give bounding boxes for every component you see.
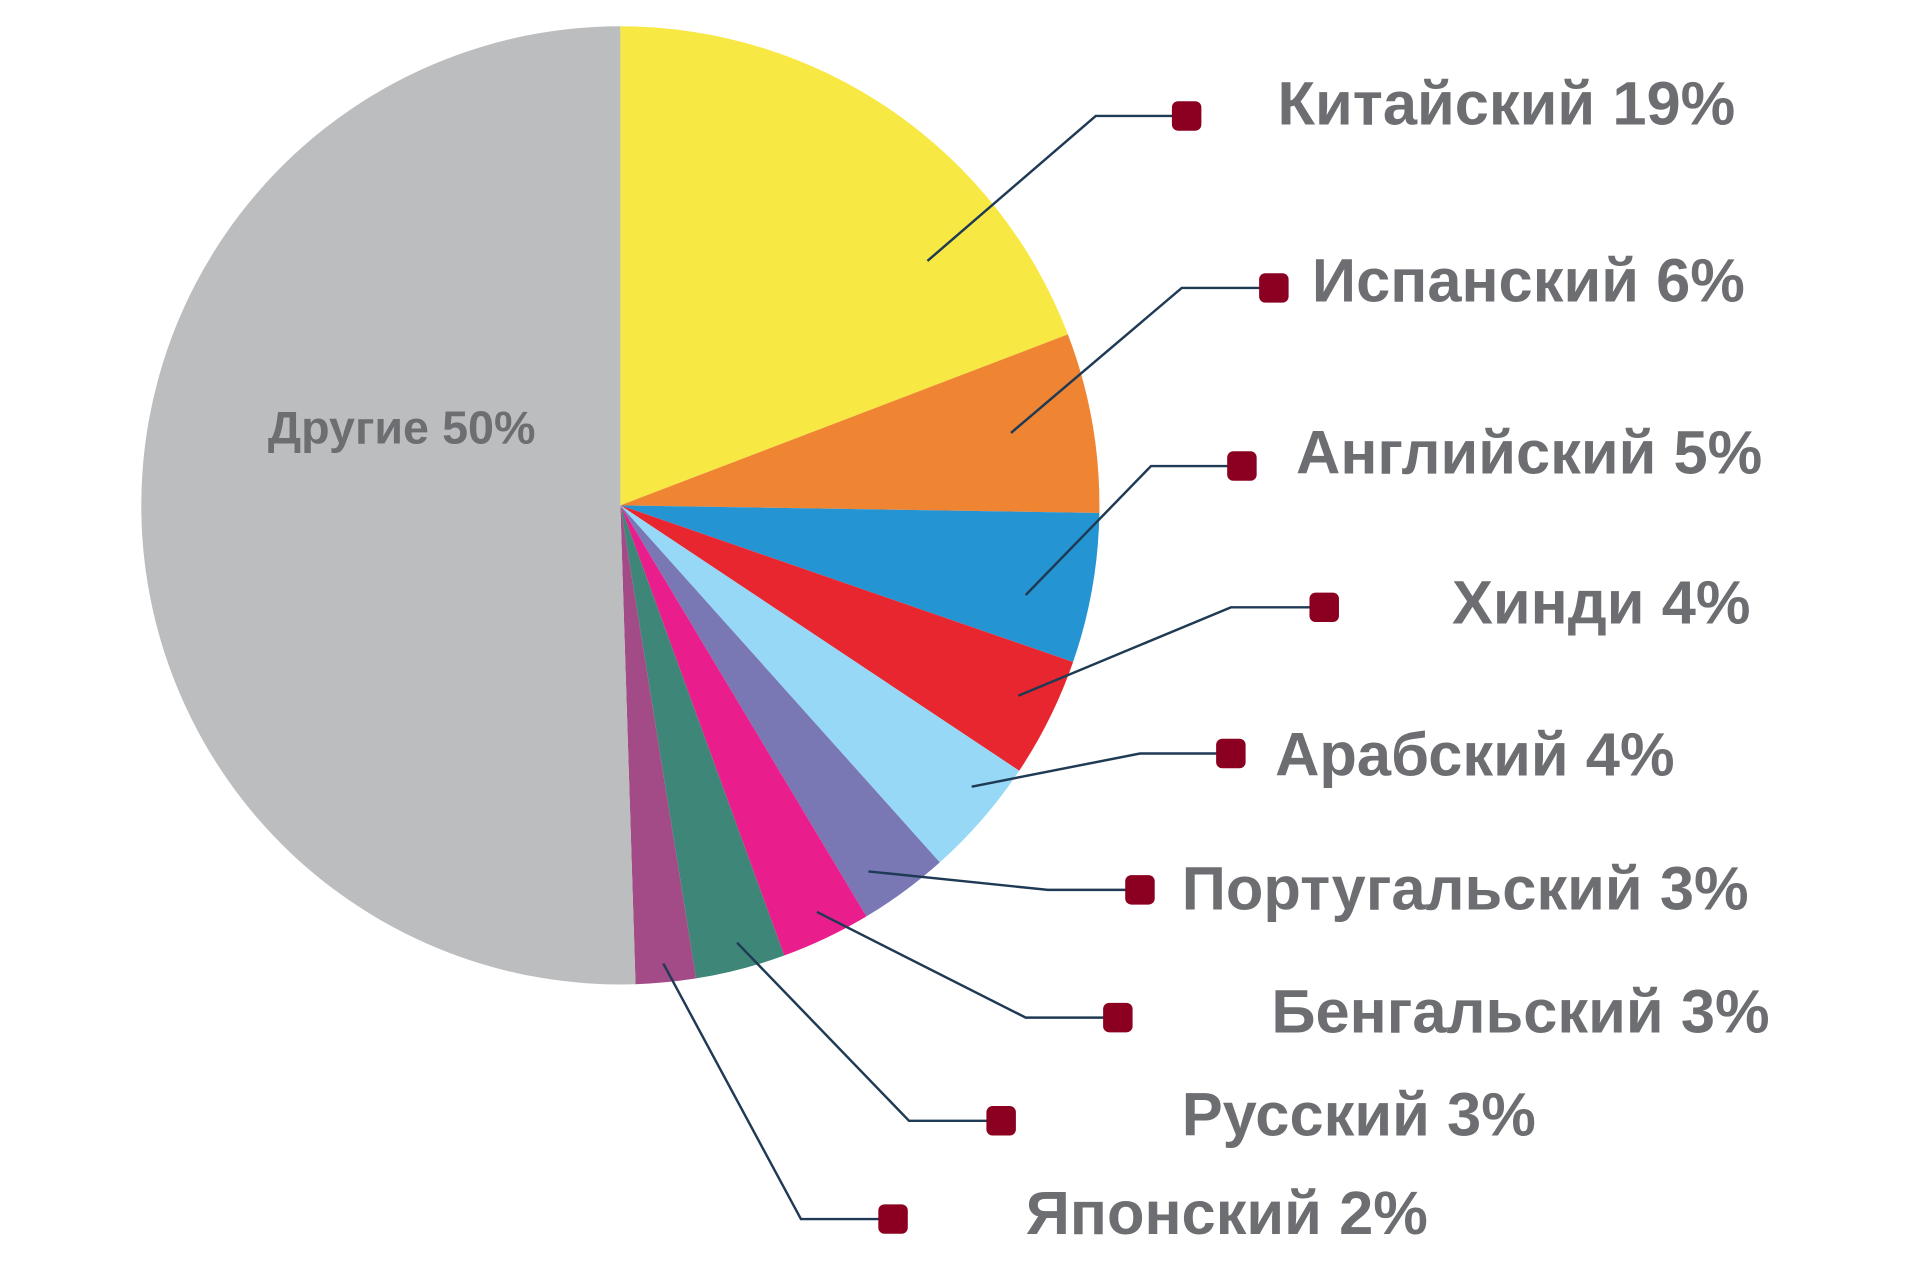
label-marker bbox=[1125, 875, 1155, 905]
pie-slice bbox=[620, 26, 1068, 506]
slice-label: Бенгальский 3% bbox=[1271, 978, 1769, 1047]
slice-label: Другие 50% bbox=[268, 402, 536, 454]
slice-label: Хинди 4% bbox=[1452, 569, 1750, 638]
value-label: 6% bbox=[1656, 247, 1745, 316]
value-label: 3% bbox=[1681, 978, 1770, 1047]
value-label: 50% bbox=[442, 402, 535, 454]
value-label: 4% bbox=[1586, 721, 1675, 790]
slice-label: Португальский 3% bbox=[1182, 855, 1749, 924]
slice-label: Японский 2% bbox=[1026, 1179, 1428, 1248]
value-label: 3% bbox=[1660, 855, 1749, 924]
leader-line bbox=[816, 910, 1118, 1019]
leader-line bbox=[1017, 606, 1325, 697]
category-name: Португальский bbox=[1182, 855, 1643, 924]
leader-line bbox=[736, 941, 1002, 1123]
category-name: Испанский bbox=[1312, 247, 1639, 316]
value-label: 4% bbox=[1662, 569, 1751, 638]
pie-slice bbox=[620, 505, 697, 985]
category-name: Хинди bbox=[1452, 569, 1645, 638]
slice-label: Английский 5% bbox=[1296, 419, 1762, 488]
label-marker bbox=[1259, 273, 1289, 303]
pie-slice bbox=[620, 505, 785, 979]
value-label: 3% bbox=[1447, 1081, 1536, 1150]
leader-line bbox=[926, 114, 1187, 262]
slice-label: Русский 3% bbox=[1182, 1081, 1536, 1150]
leader-line bbox=[1010, 286, 1274, 434]
label-marker bbox=[878, 1204, 908, 1234]
slice-label: Испанский 6% bbox=[1312, 247, 1745, 316]
category-name: Другие bbox=[268, 402, 429, 454]
leader-line bbox=[662, 962, 894, 1221]
category-name: Русский bbox=[1182, 1081, 1430, 1150]
pie-slice bbox=[620, 334, 1100, 513]
value-label: 5% bbox=[1674, 419, 1763, 488]
label-marker bbox=[1103, 1002, 1133, 1033]
label-marker bbox=[1309, 592, 1339, 623]
category-name: Бенгальский bbox=[1271, 978, 1663, 1047]
pie-slice bbox=[620, 505, 1100, 663]
value-label: 2% bbox=[1339, 1179, 1428, 1248]
category-name: Японский bbox=[1026, 1179, 1322, 1248]
slice-label: Арабский 4% bbox=[1275, 721, 1674, 790]
value-label: 19% bbox=[1612, 70, 1735, 139]
label-marker bbox=[986, 1106, 1016, 1136]
pie-slice bbox=[620, 505, 940, 917]
label-marker bbox=[1227, 451, 1257, 481]
leader-line bbox=[971, 752, 1231, 788]
pie-slice bbox=[620, 505, 1020, 863]
category-name: Китайский bbox=[1278, 70, 1596, 139]
leader-line bbox=[868, 870, 1140, 892]
pie-slice bbox=[620, 505, 1074, 771]
pie-slice bbox=[620, 505, 867, 956]
slice-label: Китайский 19% bbox=[1278, 70, 1736, 139]
label-marker bbox=[1171, 101, 1202, 131]
label-marker bbox=[1216, 738, 1246, 769]
pie-slice bbox=[141, 26, 636, 985]
category-name: Английский bbox=[1296, 419, 1656, 488]
category-name: Арабский bbox=[1275, 721, 1569, 790]
leader-line bbox=[1024, 464, 1242, 596]
